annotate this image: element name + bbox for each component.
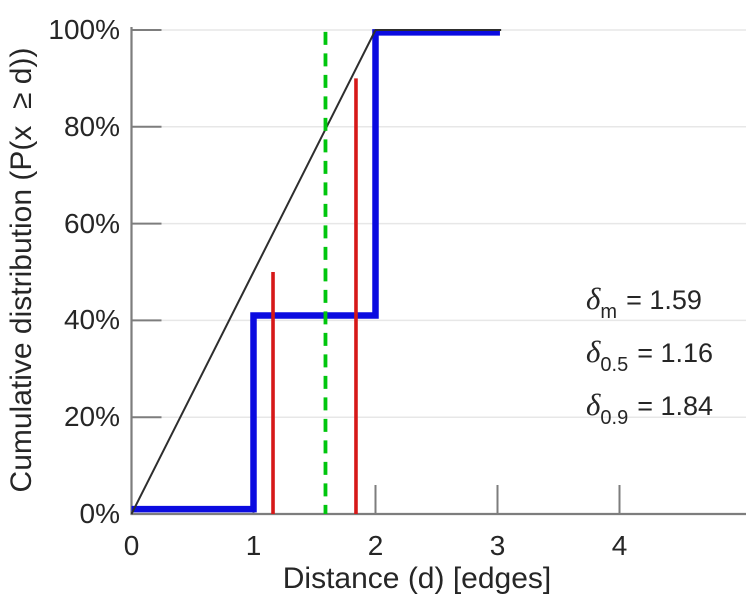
y-tick-label: 60%	[63, 207, 120, 239]
delta-05-annotation: δ0.5 = 1.16	[586, 334, 714, 376]
delta-value: = 1.59	[626, 285, 702, 315]
y-tick-label: 40%	[63, 304, 120, 336]
x-tick-label: 0	[123, 530, 140, 561]
delta-mean-annotation: δm = 1.59	[586, 281, 702, 323]
y-tick-label: 0%	[79, 498, 120, 529]
linear-reference-line	[130, 29, 502, 515]
delta-09-annotation: δ0.9 = 1.84	[586, 387, 714, 429]
x-tick-label: 4	[611, 530, 628, 561]
delta-subscript: m	[600, 301, 618, 323]
delta-value: = 1.16	[637, 338, 714, 368]
delta-symbol: δ	[586, 334, 601, 369]
y-tick-label: 100%	[48, 14, 120, 45]
empirical-cdf-step	[131, 29, 500, 513]
delta-subscript: 0.9	[600, 407, 629, 429]
x-tick-label: 1	[245, 530, 262, 561]
x-tick-label: 3	[489, 530, 506, 561]
y-tick-label: 20%	[63, 401, 120, 433]
delta-symbol: δ	[586, 387, 601, 422]
delta-subscript: 0.5	[600, 354, 629, 376]
y-tick-label: 80%	[63, 110, 120, 142]
delta-symbol: δ	[586, 281, 601, 316]
delta-value: = 1.84	[637, 391, 714, 421]
x-tick-label: 2	[367, 530, 384, 561]
x-axis-title: Distance (d) [edges]	[282, 562, 552, 595]
